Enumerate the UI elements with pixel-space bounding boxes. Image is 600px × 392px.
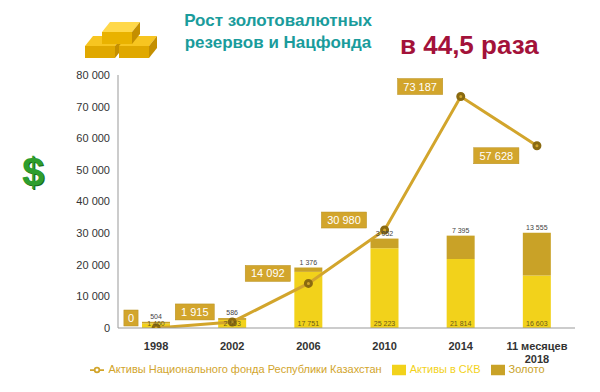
svg-text:80 000: 80 000 [76,69,110,81]
svg-text:21 814: 21 814 [450,320,472,327]
svg-text:13 555: 13 555 [526,224,548,231]
svg-text:70 000: 70 000 [76,101,110,113]
html-text:Золото: Золото [508,363,545,375]
svg-text:1 915: 1 915 [181,306,209,318]
svg-text:20 000: 20 000 [76,259,110,271]
svg-text:16 603: 16 603 [526,320,548,327]
svg-text:17 751: 17 751 [298,320,320,327]
svg-text:2006: 2006 [296,340,320,352]
svg-text:2010: 2010 [372,340,396,352]
svg-text:1 460: 1 460 [147,320,165,327]
svg-text:14 092: 14 092 [251,267,285,279]
svg-text:2002: 2002 [220,340,244,352]
html-text:Активы в СКВ: Активы в СКВ [409,363,481,375]
svg-text:25 223: 25 223 [374,320,396,327]
svg-text:11 месяцев2018: 11 месяцев2018 [506,340,567,365]
html-text:Рост золотовалютных резервов и: Рост золотовалютных резервов и Нацфонда [184,11,372,52]
svg-text:1998: 1998 [144,340,168,352]
svg-text:57 628: 57 628 [479,150,513,162]
html-text:Активы Национального фонда Рес: Активы Национального фонда Республики Ка… [108,363,382,375]
svg-text:60 000: 60 000 [76,132,110,144]
svg-text:2014: 2014 [449,340,474,352]
svg-text:504: 504 [150,313,162,320]
svg-text:0: 0 [104,322,110,334]
svg-text:3 052: 3 052 [376,230,394,237]
svg-text:10 000: 10 000 [76,290,110,302]
svg-text:1 376: 1 376 [300,259,318,266]
svg-text:0: 0 [128,312,134,324]
svg-text:50 000: 50 000 [76,164,110,176]
svg-text:586: 586 [226,309,238,316]
svg-text:30 000: 30 000 [76,227,110,239]
html-text:в 44,5 раза: в 44,5 раза [400,30,539,60]
svg-text:2 553: 2 553 [223,320,241,327]
svg-text:73 187: 73 187 [403,81,437,93]
svg-text:7 395: 7 395 [452,227,470,234]
svg-text:40 000: 40 000 [76,195,110,207]
svg-text:30 980: 30 980 [327,214,361,226]
